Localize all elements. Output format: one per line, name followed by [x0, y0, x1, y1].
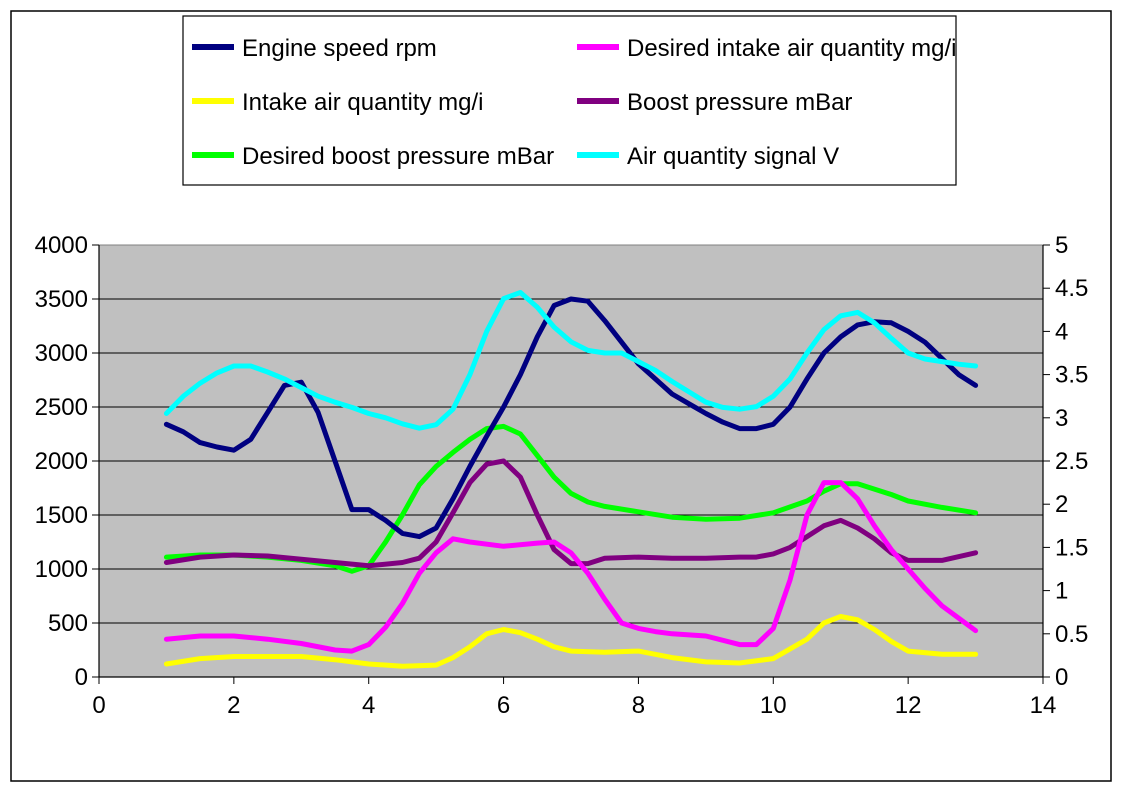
legend-label: Desired boost pressure mBar [242, 143, 554, 170]
y-left-tick-label: 2000 [35, 448, 88, 475]
y-right-tick-label: 1.5 [1055, 534, 1088, 561]
y-left-tick-label: 0 [75, 664, 88, 691]
series-line-engine-speed-rpm [163, 296, 979, 540]
series-line-air-quantity-signal-v [163, 290, 979, 431]
y-right-tick-label: 3 [1055, 405, 1068, 432]
x-tick-label: 10 [760, 692, 787, 719]
y-left-tick-label: 4000 [35, 232, 88, 259]
x-tick-label: 8 [632, 692, 645, 719]
series-line-intake-air-quantity-mg-i [163, 614, 979, 669]
legend-label: Engine speed rpm [242, 35, 437, 62]
y-right-tick-label: 4 [1055, 318, 1068, 345]
x-tick-label: 2 [227, 692, 240, 719]
y-left-tick-label: 3000 [35, 340, 88, 367]
x-tick-label: 4 [362, 692, 375, 719]
legend-label: Boost pressure mBar [627, 89, 852, 116]
y-left-tick-label: 500 [48, 610, 88, 637]
series-line-desired-intake-air-quantity-mg-i [163, 480, 979, 654]
y-left-tick-label: 1000 [35, 556, 88, 583]
y-right-tick-label: 2 [1055, 491, 1068, 518]
y-right-tick-label: 0.5 [1055, 621, 1088, 648]
legend-label: Desired intake air quantity mg/i [627, 35, 956, 62]
legend-box [182, 15, 957, 186]
y-left-tick-label: 3500 [35, 286, 88, 313]
y-right-tick-label: 3.5 [1055, 362, 1088, 389]
x-tick-label: 6 [497, 692, 510, 719]
legend: Engine speed rpm Desired intake air quant… [182, 15, 957, 186]
x-tick-label: 0 [92, 692, 105, 719]
y-left-tick-label: 2500 [35, 394, 88, 421]
y-right-tick-label: 4.5 [1055, 275, 1088, 302]
x-tick-label: 14 [1030, 692, 1057, 719]
y-right-tick-label: 5 [1055, 232, 1068, 259]
series-lines [163, 290, 979, 669]
axes: 0 500 1000 1500 2000 2500 3000 3500 4000 0 0.5 1 1.5… [35, 232, 1089, 719]
legend-label: Air quantity signal V [627, 143, 839, 170]
x-tick-label: 12 [895, 692, 922, 719]
y-right-tick-label: 2.5 [1055, 448, 1088, 475]
y-right-tick-label: 0 [1055, 664, 1068, 691]
legend-label: Intake air quantity mg/i [242, 89, 483, 116]
y-left-tick-label: 1500 [35, 502, 88, 529]
y-right-tick-label: 1 [1055, 578, 1068, 605]
